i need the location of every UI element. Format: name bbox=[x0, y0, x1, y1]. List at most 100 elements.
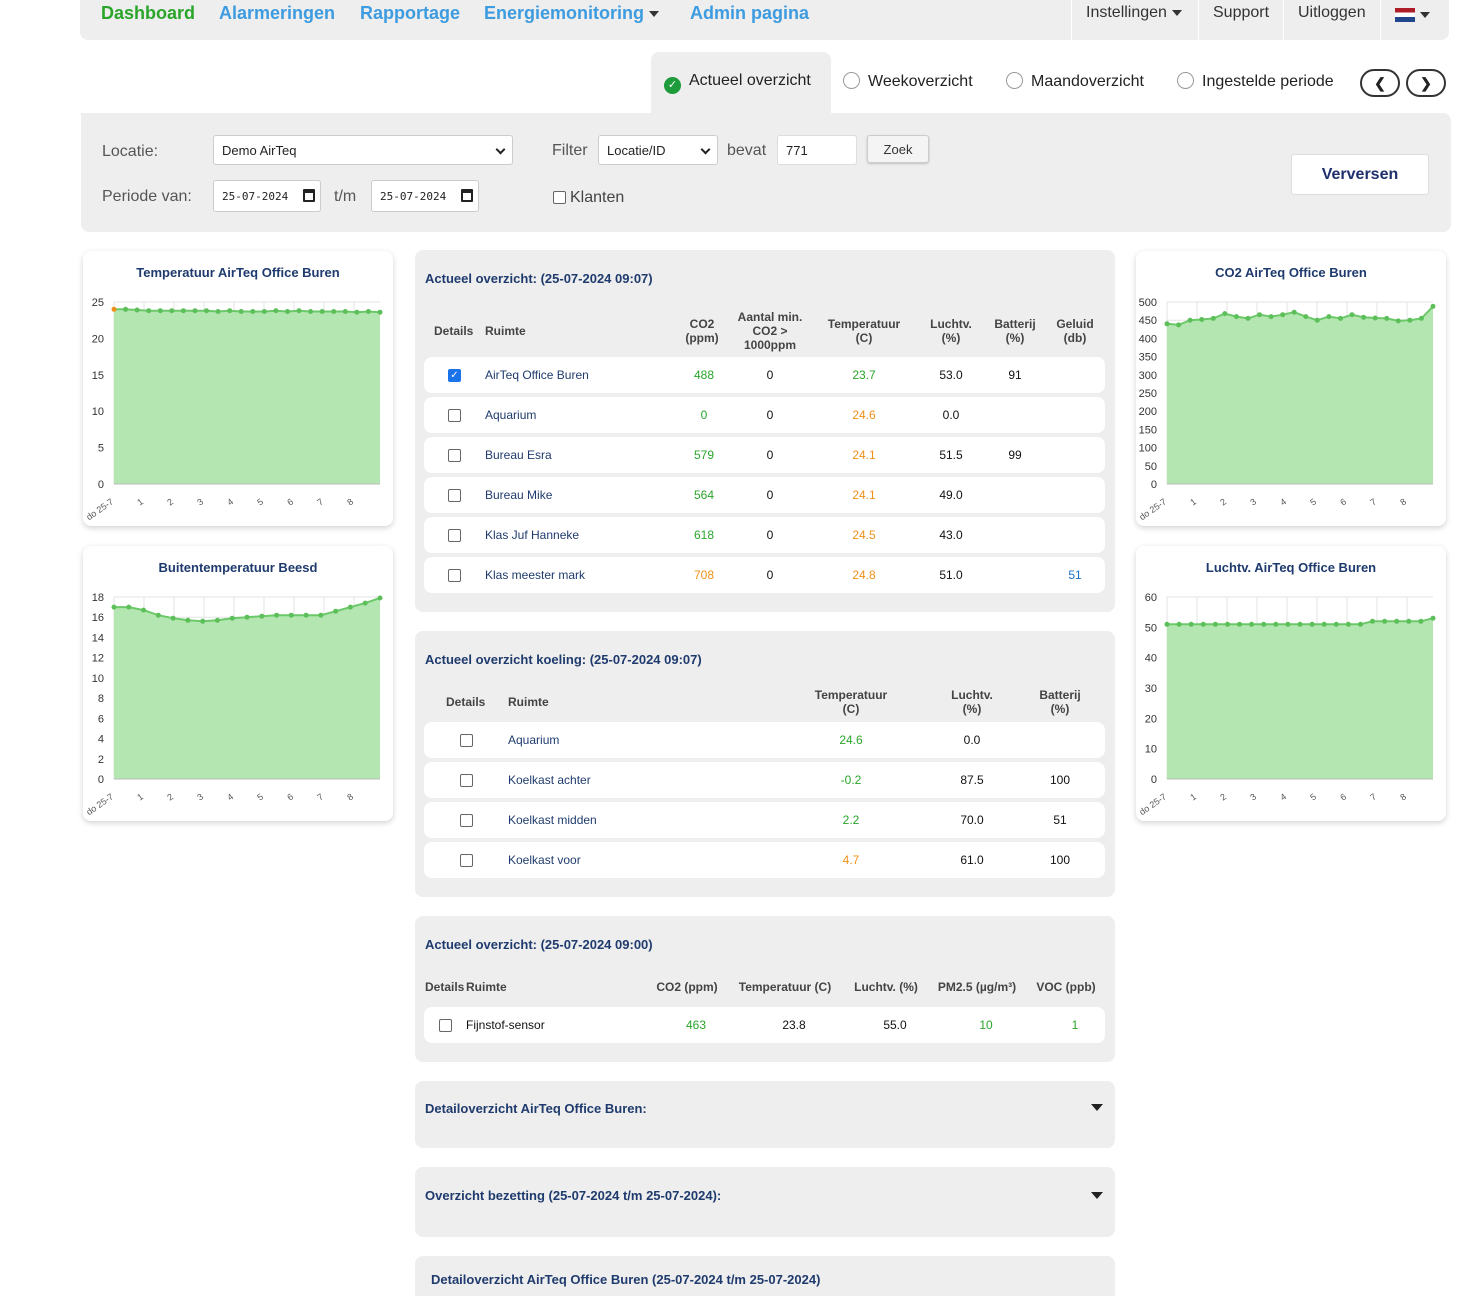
room-name[interactable]: Klas Juf Hanneke bbox=[485, 528, 580, 542]
chart-point[interactable] bbox=[1370, 618, 1375, 624]
chart-point[interactable] bbox=[1345, 621, 1351, 627]
locatie-select[interactable]: Demo AirTeq bbox=[213, 135, 513, 165]
tab-actueel[interactable]: ✓ Actueel overzicht bbox=[651, 52, 831, 113]
row-checkbox[interactable] bbox=[448, 488, 461, 503]
panel-detailoverzicht[interactable]: Detailoverzicht AirTeq Office Buren: bbox=[415, 1081, 1115, 1148]
tab-week[interactable]: Weekoverzicht bbox=[843, 52, 973, 113]
nav-rapportage[interactable]: Rapportage bbox=[360, 3, 461, 23]
chart-point[interactable] bbox=[342, 309, 348, 314]
bevat-input[interactable]: 771 bbox=[777, 135, 857, 165]
chart-point[interactable] bbox=[227, 308, 233, 314]
humidity-chart[interactable]: 60 50 40 30 20 10 0 do 25-7 1 2 3 4 5 6 7 8 bbox=[1136, 546, 1446, 821]
chart-point[interactable] bbox=[250, 309, 256, 314]
room-name[interactable]: Aquarium bbox=[485, 408, 537, 422]
chart-point[interactable] bbox=[1384, 315, 1390, 321]
chart-point[interactable] bbox=[1326, 314, 1332, 320]
chart-point[interactable] bbox=[123, 306, 129, 312]
nav-instellingen[interactable]: Instellingen bbox=[1071, 0, 1196, 40]
nav-uitloggen[interactable]: Uitloggen bbox=[1283, 0, 1380, 40]
chart-point[interactable] bbox=[238, 309, 244, 314]
chart-point[interactable] bbox=[285, 309, 290, 314]
chart-point[interactable] bbox=[1361, 314, 1367, 320]
chart-point[interactable] bbox=[1406, 618, 1412, 624]
klanten-checkbox[interactable]: Klanten bbox=[553, 189, 624, 207]
chart-point[interactable] bbox=[1280, 312, 1286, 318]
verversen-button[interactable]: Verversen bbox=[1291, 154, 1429, 195]
chart-point[interactable] bbox=[1245, 315, 1251, 321]
chart-point[interactable] bbox=[192, 308, 198, 314]
zoek-button[interactable]: Zoek bbox=[867, 135, 929, 163]
chart-point[interactable] bbox=[229, 615, 235, 621]
chart-point[interactable] bbox=[296, 308, 302, 314]
chart-point[interactable] bbox=[180, 308, 186, 314]
chart-point[interactable] bbox=[200, 618, 206, 624]
chart-point[interactable] bbox=[333, 608, 339, 614]
chart-point[interactable] bbox=[1261, 621, 1267, 627]
chart-point[interactable] bbox=[1164, 621, 1170, 627]
prev-period-button[interactable]: ❮ bbox=[1360, 69, 1400, 97]
chart-point[interactable] bbox=[1237, 621, 1242, 627]
room-name[interactable]: Koelkast midden bbox=[508, 813, 597, 827]
chart-point[interactable] bbox=[319, 309, 325, 314]
chart-point[interactable] bbox=[273, 308, 279, 314]
chart-point[interactable] bbox=[1372, 315, 1378, 321]
chart-point[interactable] bbox=[1199, 317, 1205, 322]
chart-point[interactable] bbox=[1233, 314, 1239, 320]
tab-periode[interactable]: Ingestelde periode bbox=[1177, 52, 1334, 113]
chart-point[interactable] bbox=[204, 308, 209, 314]
chart-point[interactable] bbox=[354, 309, 360, 315]
chart-point[interactable] bbox=[214, 617, 220, 623]
chart-point[interactable] bbox=[155, 612, 161, 618]
chart-point[interactable] bbox=[303, 612, 309, 618]
temperature-chart[interactable]: 25 20 15 10 5 0 do 25-7 1 2 3 4 5 6 7 8 bbox=[83, 251, 393, 526]
chart-point[interactable] bbox=[331, 309, 337, 314]
chart-point[interactable] bbox=[185, 617, 191, 623]
row-checkbox[interactable] bbox=[439, 1018, 452, 1033]
chart-point[interactable] bbox=[169, 308, 175, 314]
row-checkbox[interactable]: ✓ bbox=[448, 368, 461, 383]
panel-bezetting[interactable]: Overzicht bezetting (25-07-2024 t/m 25-0… bbox=[415, 1167, 1115, 1237]
room-name[interactable]: Bureau Esra bbox=[485, 448, 552, 462]
chart-point[interactable] bbox=[318, 612, 324, 618]
nav-dashboard[interactable]: Dashboard bbox=[101, 3, 196, 23]
row-checkbox[interactable] bbox=[460, 733, 473, 748]
chart-point[interactable] bbox=[1187, 317, 1193, 323]
date-to-input[interactable]: 25-07-2024 bbox=[371, 180, 479, 212]
row-checkbox[interactable] bbox=[460, 853, 473, 868]
next-period-button[interactable]: ❯ bbox=[1406, 69, 1446, 97]
row-checkbox[interactable] bbox=[448, 568, 461, 583]
chart-point[interactable] bbox=[1164, 321, 1170, 327]
chart-point[interactable] bbox=[1430, 303, 1436, 309]
nav-admin[interactable]: Admin pagina bbox=[690, 3, 810, 23]
chart-point[interactable] bbox=[347, 604, 353, 610]
chart-point[interactable] bbox=[1309, 621, 1315, 627]
date-from-input[interactable]: 25-07-2024 bbox=[213, 180, 321, 212]
chart-point[interactable] bbox=[274, 612, 280, 618]
tab-maand[interactable]: Maandoverzicht bbox=[1006, 52, 1144, 113]
chart-point[interactable] bbox=[1358, 621, 1363, 627]
chart-point[interactable] bbox=[1268, 314, 1274, 320]
chart-point[interactable] bbox=[377, 309, 383, 315]
chart-point[interactable] bbox=[1297, 621, 1303, 627]
room-name[interactable]: AirTeq Office Buren bbox=[485, 368, 589, 382]
chart-point[interactable] bbox=[1257, 312, 1262, 318]
chart-point[interactable] bbox=[1303, 314, 1309, 320]
filter-select[interactable]: Locatie/ID bbox=[598, 135, 718, 165]
language-dropdown[interactable] bbox=[1380, 0, 1449, 40]
chart-point[interactable] bbox=[1349, 312, 1355, 318]
chart-point[interactable] bbox=[146, 308, 152, 314]
room-name[interactable]: Koelkast achter bbox=[508, 773, 591, 787]
chart-point[interactable] bbox=[141, 607, 147, 613]
chart-point[interactable] bbox=[1314, 317, 1320, 323]
chart-point[interactable] bbox=[1407, 317, 1413, 323]
room-name[interactable]: Koelkast voor bbox=[508, 853, 581, 867]
chart-point[interactable] bbox=[111, 604, 117, 610]
chart-point[interactable] bbox=[1210, 315, 1216, 321]
chart-point[interactable] bbox=[308, 309, 314, 314]
chart-point[interactable] bbox=[1321, 621, 1327, 627]
chart-point[interactable] bbox=[377, 595, 383, 601]
row-checkbox[interactable] bbox=[448, 448, 461, 463]
chart-point[interactable] bbox=[362, 600, 368, 606]
room-name[interactable]: Aquarium bbox=[508, 733, 560, 747]
